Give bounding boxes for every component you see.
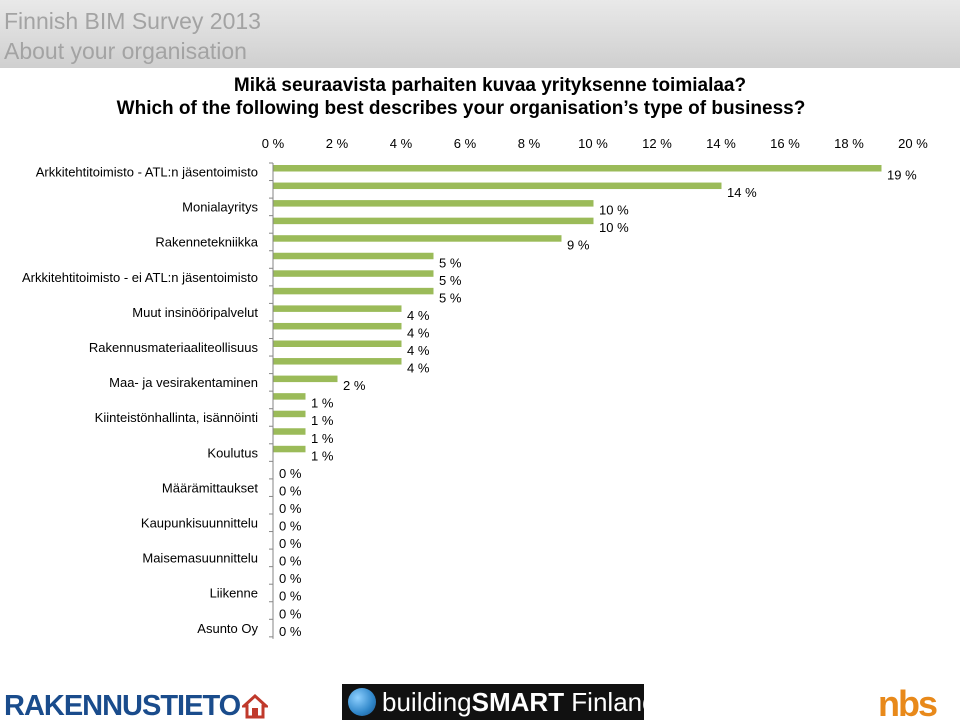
bar-value-label: 0 % (279, 501, 302, 516)
footer-logos: RAKENNUSTIETO buildingSMART Finland nbs (0, 682, 960, 724)
bar (273, 165, 882, 172)
category-label: Maisemasuunnittelu (142, 551, 258, 566)
bar (273, 393, 306, 400)
x-tick-label: 6 % (454, 136, 477, 151)
bar-value-label: 2 % (343, 378, 366, 393)
question-english: Which of the following best describes yo… (116, 98, 806, 119)
bar-value-label: 5 % (439, 255, 462, 270)
bar-value-label: 14 % (727, 185, 757, 200)
bar-value-label: 1 % (311, 431, 334, 446)
nbs-logo: nbs (878, 683, 938, 724)
bar (273, 200, 594, 207)
category-label: Määrämittaukset (162, 480, 258, 495)
slide-title: Finnish BIM Survey 2013 (4, 8, 261, 34)
x-tick-label: 14 % (706, 136, 736, 151)
bar (273, 428, 306, 435)
category-label: Kiinteistönhallinta, isännöinti (95, 410, 258, 425)
bar-value-label: 0 % (279, 624, 302, 639)
bar-value-label: 5 % (439, 290, 462, 305)
bar-value-label: 4 % (407, 308, 430, 323)
category-label: Maa- ja vesirakentaminen (109, 375, 258, 390)
category-axis: Arkkitehtitoimisto - ATL:n jäsentoimisto… (22, 162, 274, 639)
bar-value-label: 9 % (567, 238, 590, 253)
survey-question: Mikä seuraavista parhaiten kuvaa yrityks… (0, 74, 960, 120)
bar-value-label: 1 % (311, 448, 334, 463)
category-label: Monialayritys (182, 200, 258, 215)
bar (273, 358, 402, 365)
bars (273, 165, 882, 453)
category-label: Arkkitehtitoimisto - ATL:n jäsentoimisto (36, 165, 258, 180)
category-label: Arkkitehtitoimisto - ei ATL:n jäsentoimi… (22, 270, 258, 285)
bar (273, 182, 722, 190)
x-tick-label: 18 % (834, 136, 864, 151)
bar-value-label: 0 % (279, 519, 302, 534)
data-labels: 19 % 14 % 10 % 10 % 9 % 5 % 5 % 5 % 4 % 4 % 4 % 4 %… (279, 168, 917, 639)
bar-value-label: 4 % (407, 325, 430, 340)
bar (273, 375, 338, 383)
x-tick-label: 10 % (578, 136, 608, 151)
x-tick-label: 8 % (518, 136, 541, 151)
category-label: Rakennusmateriaaliteollisuus (89, 340, 259, 355)
rakennustieto-logo: RAKENNUSTIETO (4, 690, 269, 722)
buildingsmart-finland-logo: buildingSMART Finland (342, 684, 657, 720)
slide-subtitle: About your organisation (4, 38, 247, 64)
bar-value-label: 10 % (599, 203, 629, 218)
category-label: Liikenne (210, 586, 258, 601)
bar (273, 235, 562, 242)
bar-value-label: 0 % (279, 571, 302, 586)
bar-value-label: 4 % (407, 361, 430, 376)
bar-value-label: 0 % (279, 554, 302, 569)
bar-value-label: 10 % (599, 220, 629, 235)
bar (273, 340, 402, 347)
bar-value-label: 0 % (279, 483, 302, 498)
bar (273, 305, 402, 312)
bar (273, 252, 434, 260)
bar-value-label: 5 % (439, 273, 462, 288)
x-tick-label: 2 % (326, 136, 349, 151)
x-tick-label: 0 % (262, 136, 285, 151)
category-label: Kaupunkisuunnittelu (141, 516, 258, 531)
bar-value-label: 0 % (279, 466, 302, 481)
globe-icon (348, 688, 376, 716)
category-label: Rakennetekniikka (155, 235, 258, 250)
slide-header: Finnish BIM Survey 2013 About your organ… (0, 0, 960, 68)
bar (273, 322, 402, 330)
x-axis: 0 % 2 % 4 % 6 % 8 % 10 % 12 % 14 % 16 % 18 % 20 % (262, 136, 928, 151)
x-tick-label: 16 % (770, 136, 800, 151)
bar (273, 410, 306, 418)
bar (273, 287, 434, 295)
bar-value-label: 0 % (279, 536, 302, 551)
category-label: Koulutus (207, 445, 258, 460)
category-label: Muut insinööripalvelut (132, 305, 258, 320)
bar-value-label: 0 % (279, 606, 302, 621)
bar-value-label: 0 % (279, 589, 302, 604)
category-label: Asunto Oy (197, 621, 258, 636)
bar-chart: 0 % 2 % 4 % 6 % 8 % 10 % 12 % 14 % 16 % 18 % 20 % … (22, 136, 928, 639)
bar (273, 270, 434, 277)
x-tick-label: 4 % (390, 136, 413, 151)
house-icon (242, 693, 269, 719)
bar-value-label: 19 % (887, 168, 917, 183)
bar (273, 217, 594, 225)
bar-value-label: 1 % (311, 396, 334, 411)
bar (273, 445, 306, 453)
x-tick-label: 20 % (898, 136, 928, 151)
bar-value-label: 1 % (311, 413, 334, 428)
bar-value-label: 4 % (407, 343, 430, 358)
question-finnish: Mikä seuraavista parhaiten kuvaa yrityks… (233, 75, 747, 96)
x-tick-label: 12 % (642, 136, 672, 151)
